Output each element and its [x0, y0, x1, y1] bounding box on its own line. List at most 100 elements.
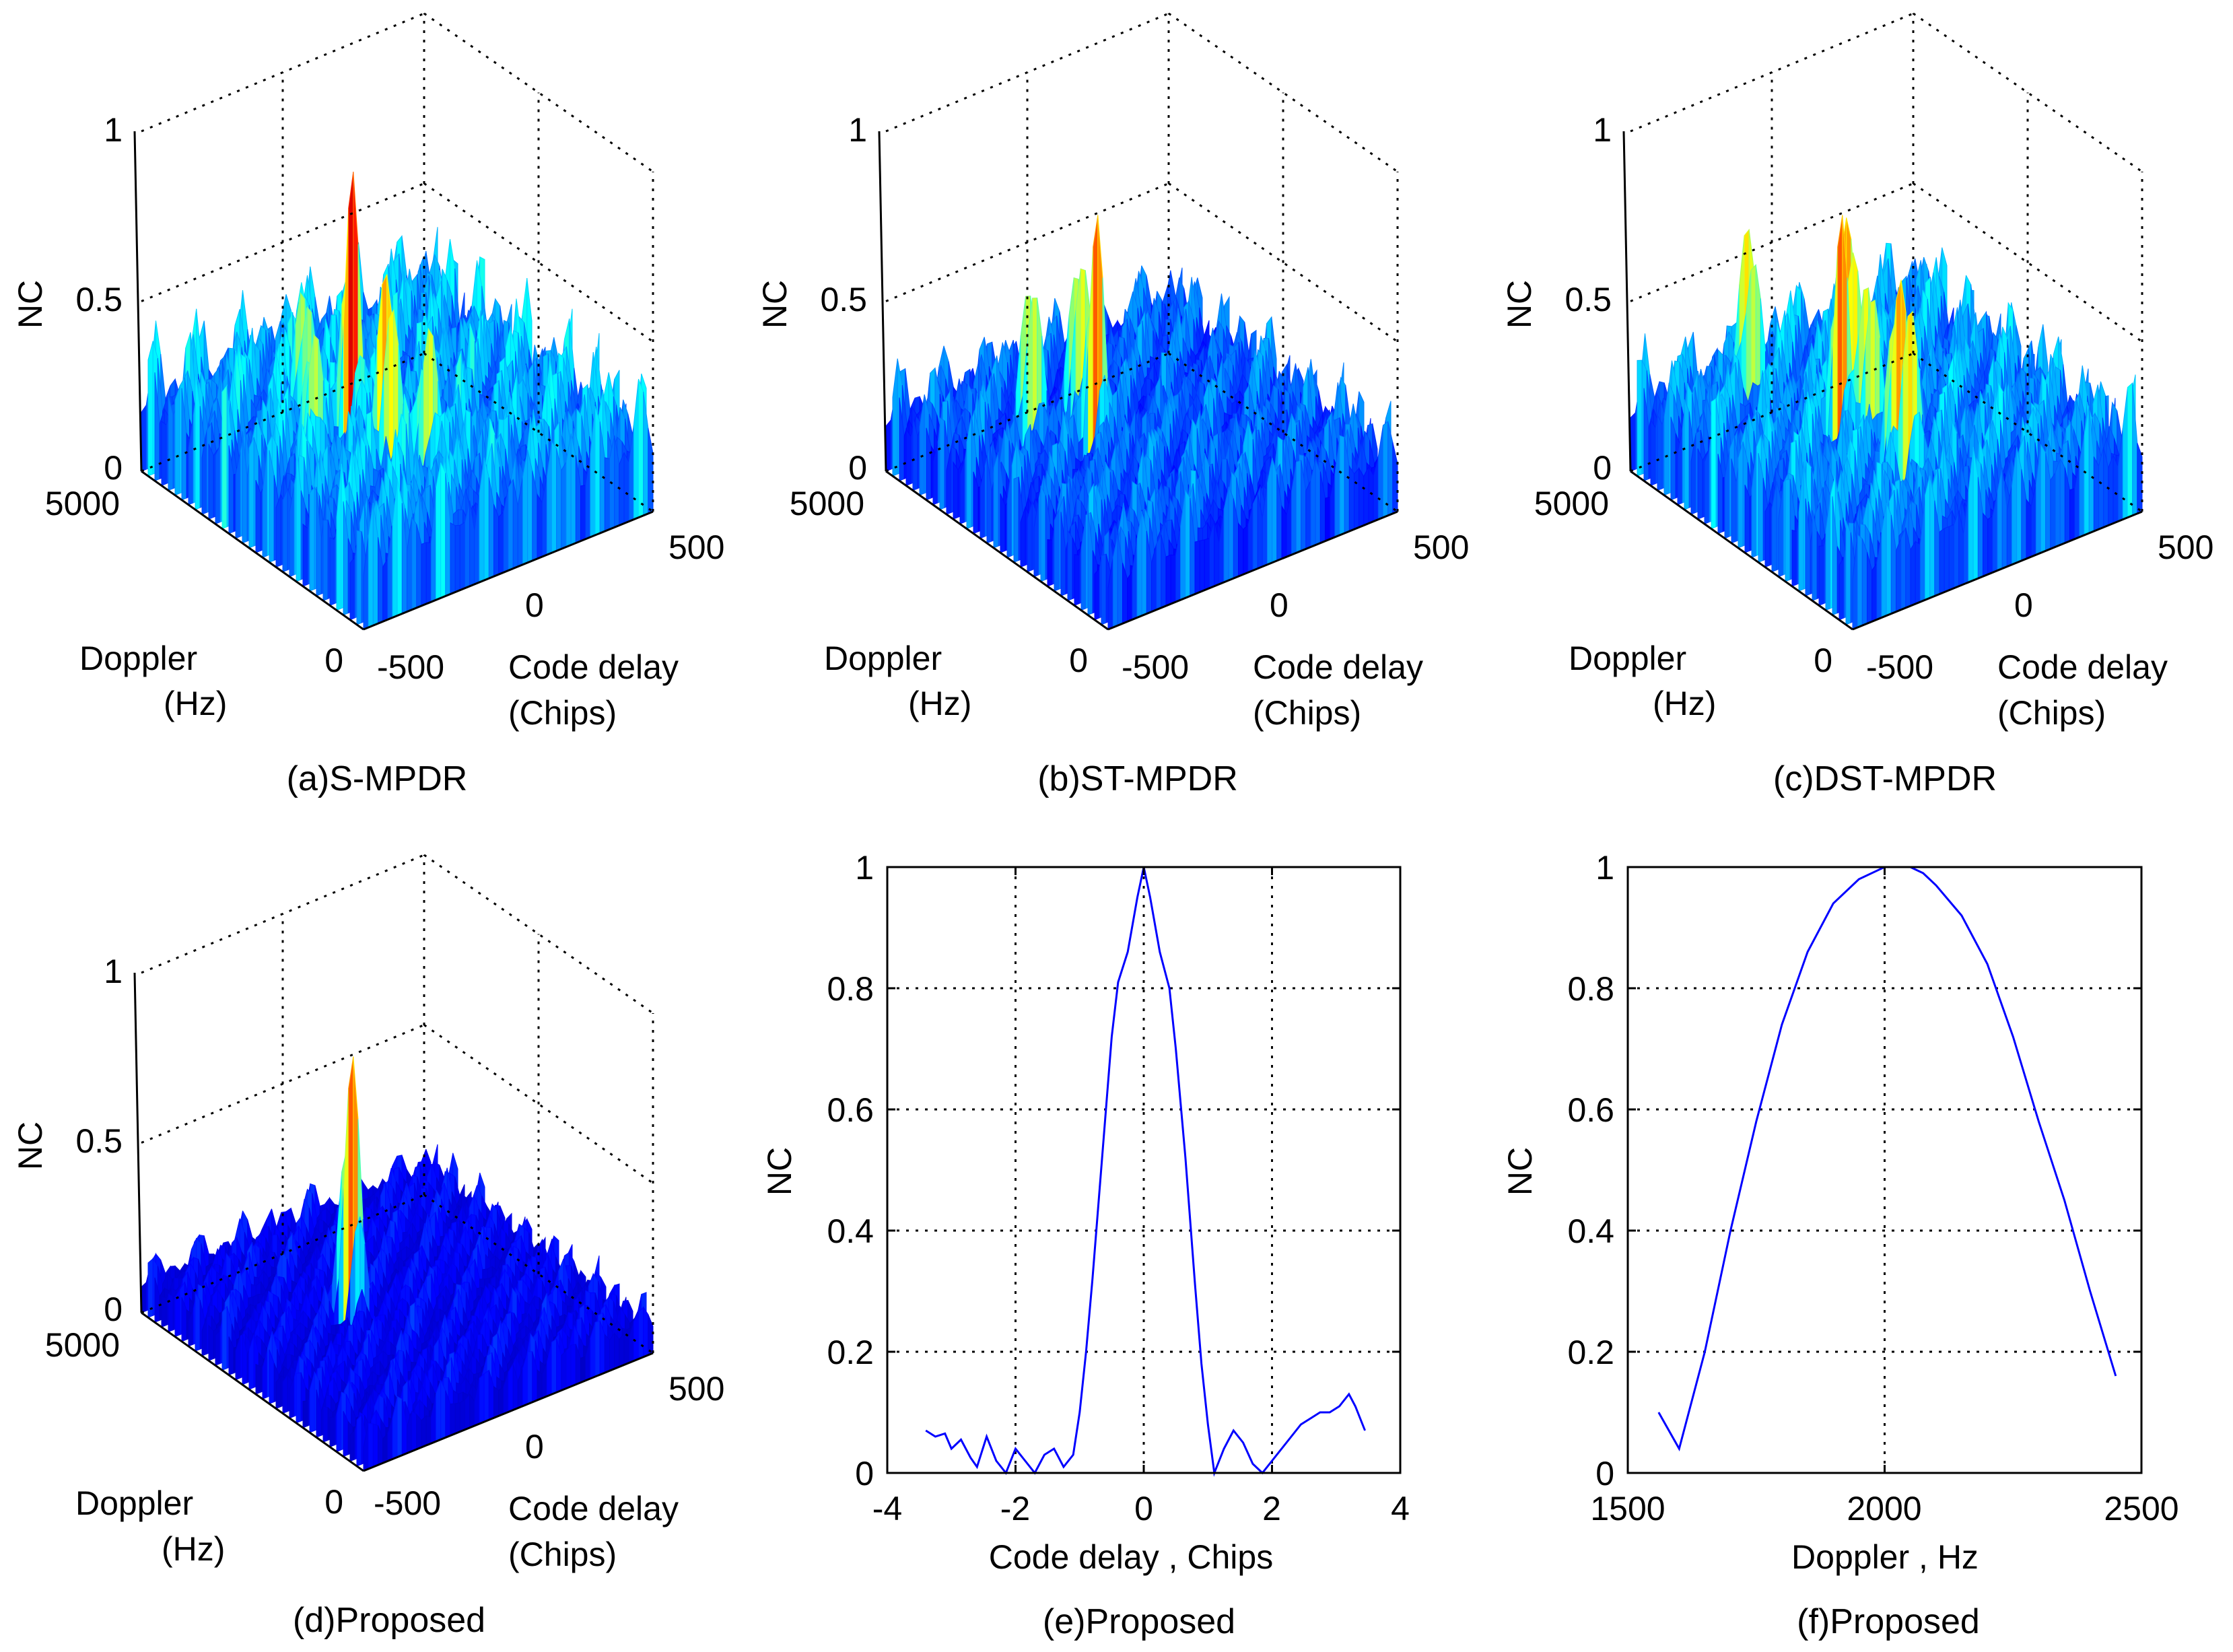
surface-facet: [498, 511, 504, 576]
surface-facet: [248, 437, 254, 549]
surface-facet: [1315, 459, 1321, 546]
surface-facet: [1067, 529, 1073, 602]
x-axis-unit: (Chips): [1253, 694, 1361, 732]
panel-c-surface-plot: 1 0.5 0 NC 5000 0 -500 0 500 Doppler (Hz…: [1501, 12, 2213, 798]
surface-facet: [1074, 554, 1080, 607]
surface-facet: [993, 452, 999, 549]
z-tick-0: 0: [848, 449, 867, 487]
surface-facet: [1252, 493, 1258, 572]
surface-facet: [604, 457, 610, 532]
surface-facet: [147, 341, 153, 477]
surface-facet: [425, 542, 432, 605]
surface-facet: [1296, 459, 1302, 554]
surface-facet: [1377, 425, 1383, 520]
z-axis-label: NC: [11, 280, 49, 329]
z-tick-0.5: 0.5: [820, 281, 867, 318]
x-axis-unit: (Chips): [508, 694, 617, 732]
surface-facet: [1054, 509, 1060, 592]
surface-facet: [436, 462, 442, 601]
surface-facet: [161, 420, 167, 487]
surface-facet: [302, 523, 308, 587]
surface-facet: [397, 478, 403, 617]
surface-facet: [454, 524, 460, 593]
surface-facet: [411, 516, 417, 611]
surface-facet: [1657, 415, 1663, 491]
surface-facet: [623, 452, 629, 524]
y-tick-0: 0: [1069, 642, 1088, 679]
surface-facet: [282, 488, 288, 573]
y-axis-unit: (Hz): [908, 685, 971, 722]
surface-facet: [905, 428, 912, 487]
surface-facet: [275, 494, 281, 568]
surface-facet: [1281, 505, 1287, 559]
surface-facet: [309, 486, 315, 592]
surface-facet: [1704, 448, 1710, 525]
x-axis-label: Code delay: [1253, 648, 1423, 686]
x-tick-500: 500: [1413, 528, 1469, 566]
z-axis-line: [133, 131, 143, 472]
surface-facet: [1368, 466, 1374, 524]
surface-facet: [551, 440, 557, 554]
panel-a-surface-plot: 1 0.5 0 NC 5000 0 -500 0 500 Doppler (Hz…: [11, 12, 724, 798]
surface-facet: [1204, 537, 1210, 591]
surface-facet: [255, 480, 261, 553]
surface-facet: [1243, 524, 1249, 576]
surface-facet: [174, 385, 180, 496]
x-axis-label: Code delay: [508, 648, 679, 686]
panel-caption: (a)S-MPDR: [287, 759, 468, 798]
surface-facet: [1101, 553, 1107, 625]
surface-facet: [1199, 539, 1205, 593]
surface-facet: [1094, 567, 1100, 621]
surface-facet: [208, 444, 214, 520]
surface-facet: [1272, 458, 1278, 563]
y-axis-label: Doppler: [79, 640, 197, 677]
surface-facet: [221, 384, 228, 530]
x-tick-0: 0: [1270, 586, 1289, 624]
surface-facet: [580, 485, 586, 542]
surface-facet: [1637, 359, 1643, 477]
surface-facet: [1047, 539, 1053, 587]
surface-facet: [483, 457, 489, 581]
surface-facet: [421, 542, 427, 607]
surface-mesh: [141, 172, 654, 630]
surface-facet: [527, 449, 533, 563]
surface-facet: [356, 530, 362, 625]
surface-facet: [1354, 467, 1360, 530]
surface-facet: [1325, 496, 1331, 542]
surface-facet: [440, 462, 446, 599]
surface-facet: [1170, 554, 1176, 605]
surface-facet: [1383, 421, 1389, 518]
z-tick-0: 0: [104, 449, 123, 487]
surface-facet: [382, 557, 388, 623]
panel-caption: (b)ST-MPDR: [1037, 759, 1238, 798]
surface-facet: [1359, 467, 1365, 528]
surface-facet: [508, 478, 514, 572]
z-tick-1: 1: [848, 111, 867, 149]
surface-facet: [561, 460, 567, 550]
x-tick-minus-500: -500: [377, 648, 444, 686]
surface-facet: [1711, 397, 1717, 530]
surface-facet: [1185, 489, 1191, 599]
surface-facet: [643, 391, 649, 516]
x-tick-500: 500: [668, 528, 724, 566]
surface-facet: [1363, 466, 1369, 526]
y-tick-5000: 5000: [45, 485, 120, 522]
surface-facet: [1165, 554, 1171, 607]
surface-facet: [1305, 480, 1311, 550]
surface-facet: [1387, 421, 1394, 516]
y-tick-0: 0: [324, 642, 343, 679]
y-axis-label: Doppler: [824, 640, 942, 677]
z-tick-1: 1: [104, 111, 123, 149]
surface-facet: [1156, 534, 1162, 611]
surface-facet: [1040, 485, 1046, 582]
z-tick-0.5: 0.5: [75, 281, 123, 318]
surface-facet: [537, 493, 543, 559]
surface-facet: [1141, 511, 1147, 617]
surface-facet: [215, 444, 221, 525]
surface-facet: [892, 358, 898, 477]
surface-facet: [1348, 464, 1354, 532]
z-axis-line: [878, 131, 887, 472]
x-tick-0: 0: [525, 586, 544, 624]
surface-facet: [1650, 419, 1656, 487]
surface-facet: [1194, 540, 1200, 595]
